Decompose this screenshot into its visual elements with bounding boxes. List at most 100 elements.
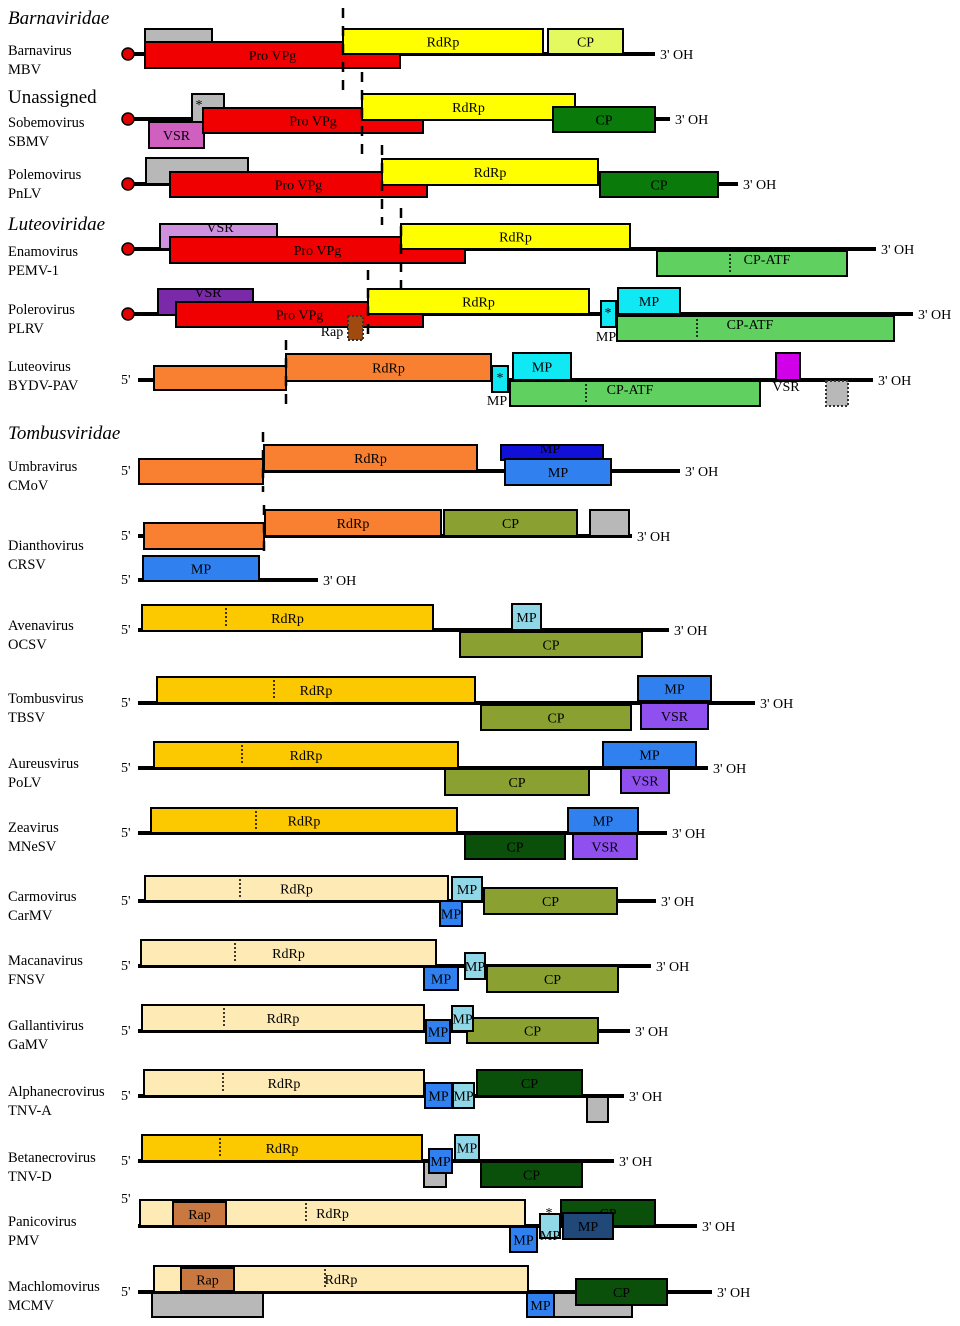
genus-label: Betanecrovirus: [8, 1150, 96, 1166]
virus-genome-gallantivirus: Gallantivirus GaMV 5' 3' OH RdRp CP MP MP: [8, 1004, 668, 1053]
orf-label: Pro VPg: [289, 115, 337, 130]
orf-label: MP: [530, 1299, 550, 1314]
species-label: TNV-A: [8, 1103, 52, 1119]
genus-label: Zeavirus: [8, 820, 59, 836]
orf-box-cp: [599, 171, 719, 198]
orf-label: RdRp: [372, 362, 405, 377]
orf-label: RdRp: [325, 1273, 358, 1288]
species-label: GaMV: [8, 1037, 49, 1053]
orf-label: MP: [513, 1234, 533, 1249]
orf-label: CP: [577, 36, 594, 51]
three-prime-label: 3' OH: [881, 243, 914, 258]
orf-label: MP: [453, 1090, 473, 1105]
orf-box-cp-atf: [616, 315, 895, 342]
vpg-cap-icon: [121, 112, 135, 126]
orf-box-mp: [504, 458, 612, 486]
orf-box-mp: [451, 876, 483, 902]
five-prime-label: 5': [121, 1154, 131, 1169]
orf-label: RdRp: [474, 166, 507, 181]
orf-label: MP: [457, 1142, 477, 1157]
three-prime-label: 3' OH: [743, 178, 776, 193]
vpg-cap-icon: [121, 47, 135, 61]
orf-label: CP: [544, 973, 561, 988]
orf-box-cp: [483, 887, 618, 915]
orf-label: RdRp: [280, 883, 313, 898]
orf-label: MP: [639, 749, 659, 764]
orf-box-cp: [547, 28, 624, 55]
five-prime-label: 5': [121, 959, 131, 974]
species-label: CarMV: [8, 908, 53, 924]
orf-box-mp: [451, 1005, 474, 1032]
virus-genome-alphanecrovirus: Alphanecrovirus TNV-A 5' 3' OH RdRp MP MP CP: [8, 1069, 662, 1123]
asterisk-icon: *: [497, 371, 504, 386]
orf-box-mp: [509, 1226, 538, 1253]
orf-box-unlabeled: [589, 509, 630, 537]
species-label: MBV: [8, 62, 42, 78]
virus-genome-enamovirus: Enamovirus PEMV-1 3' OH VSR Pro VPg RdRp CP-AT…: [8, 208, 914, 290]
orf-label: CP: [502, 517, 519, 532]
orf-box-rdrp: [141, 604, 434, 632]
orf-label: RdRp: [462, 296, 495, 311]
orf-box-unlabeled: [586, 1096, 609, 1123]
orf-box-unlabeled: [144, 28, 213, 43]
orf-box-cp-atf: [509, 380, 761, 407]
orf-box-unlabeled: [151, 1292, 264, 1318]
five-prime-label: 5': [121, 696, 131, 711]
orf-label: MP: [540, 1229, 560, 1244]
orf-label: MP: [430, 1155, 450, 1170]
orf-box-vsr: [620, 767, 670, 794]
orf-label: CP: [547, 712, 564, 727]
orf-box-cp-atf: [656, 250, 848, 277]
orf-label: CP: [542, 639, 559, 654]
five-prime-label: 5': [121, 1089, 131, 1104]
species-label: CRSV: [8, 557, 46, 573]
orf-box-rdrp: [153, 741, 459, 769]
orf-label: CP: [506, 841, 523, 856]
orf-label: CP: [523, 1169, 540, 1184]
orf-label: VSR: [194, 286, 222, 301]
orf-label: VSR: [591, 841, 619, 856]
orf-label: RdRp: [427, 36, 460, 51]
orf-box-cp: [443, 509, 578, 537]
orf-label: RdRp: [288, 815, 321, 830]
five-prime-label: 5': [121, 464, 131, 479]
genus-label: Machlomovirus: [8, 1279, 100, 1295]
virus-genome-sobemovirus: Sobemovirus SBMV 3' OH * VSR Pro VPg RdRp CP: [8, 72, 708, 160]
species-label: TBSV: [8, 710, 46, 726]
orf-box-cp: [464, 833, 566, 860]
orf-label: RdRp: [266, 1142, 299, 1157]
genus-label: Umbravirus: [8, 459, 78, 475]
virus-genome-luteovirus: Luteovirus BYDV-PAV 5' 3' OH RdRp * MP CP-ATF VS…: [8, 340, 911, 409]
orf-label: CP: [521, 1077, 538, 1092]
orf-box-rdrp: [150, 807, 458, 834]
virus-genome-tombusvirus: Tombusvirus TBSV 5' 3' OH RdRp CP MP VSR: [8, 675, 793, 731]
orf-box-mp: [424, 1082, 453, 1109]
orf-box-cp: [552, 106, 656, 133]
annotation-label: *: [546, 1206, 553, 1221]
orf-box-unlabeled: [138, 458, 264, 485]
five-prime-label: 5': [121, 573, 131, 588]
genus-label: Dianthovirus: [8, 538, 84, 554]
orf-box-mp: [464, 952, 486, 980]
genus-label: Barnavirus: [8, 43, 72, 59]
family-heading-tombusviridae: Tombusviridae: [8, 423, 120, 444]
species-label: TNV-D: [8, 1169, 52, 1185]
vpg-cap-icon: [121, 242, 135, 256]
species-label: SBMV: [8, 134, 50, 150]
virus-genome-aureusvirus: Aureusvirus PoLV 5' 3' OH RdRp CP MP VSR: [8, 741, 746, 796]
vpg-cap-icon: [121, 177, 135, 191]
orf-box-rdrp: [263, 444, 478, 472]
orf-label: VSR: [772, 380, 800, 395]
orf-box-cp: [466, 1017, 599, 1044]
orf-label: CP: [508, 776, 525, 791]
orf-box-rdrp: [264, 509, 442, 537]
three-prime-label: 3' OH: [661, 895, 694, 910]
five-prime-label: 5': [121, 826, 131, 841]
virus-genome-betanecrovirus: Betanecrovirus TNV-D 5' 3' OH RdRp MP MP CP: [8, 1134, 652, 1188]
orf-label: RdRp: [499, 231, 532, 246]
genus-label: Aureusvirus: [8, 756, 79, 772]
annotation-label: MP: [487, 394, 507, 409]
five-prime-label: 5': [121, 1285, 131, 1300]
orf-label: MP: [465, 960, 485, 975]
three-prime-label: 3' OH: [656, 960, 689, 975]
